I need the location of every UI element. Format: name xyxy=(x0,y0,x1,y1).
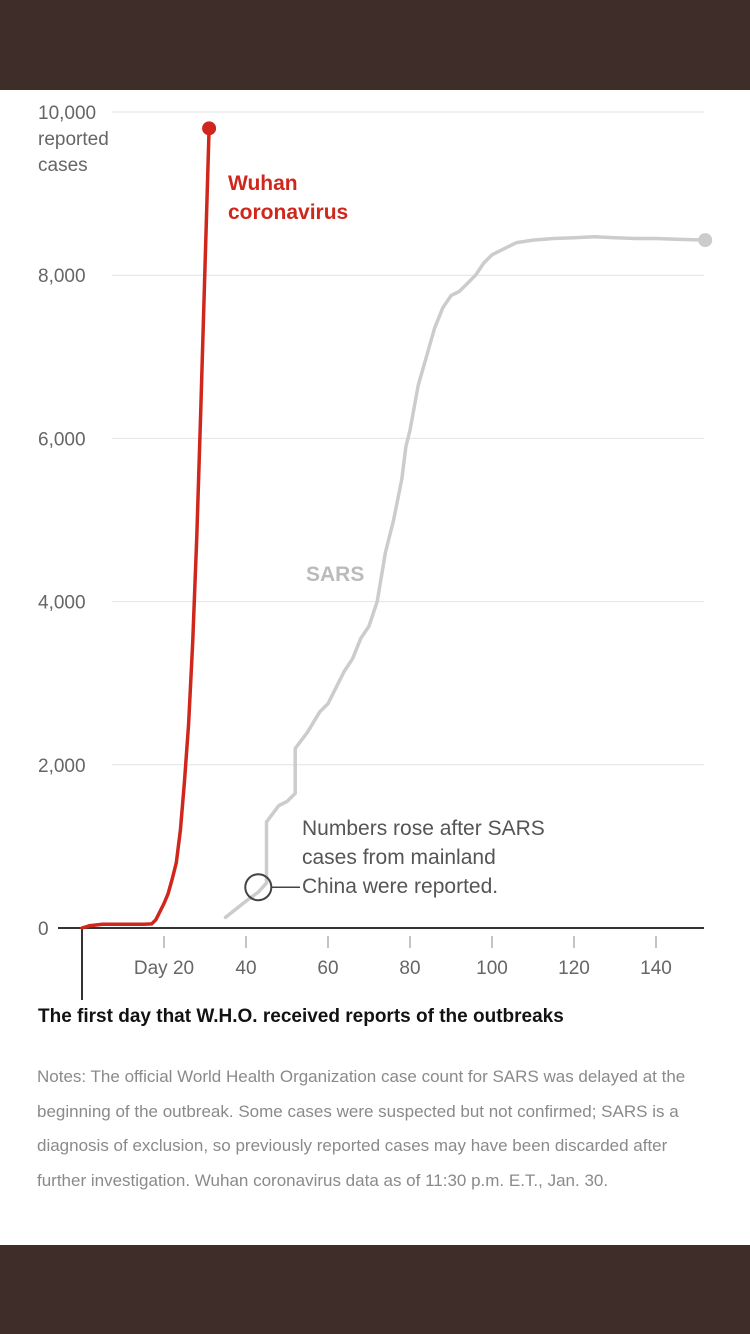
x-tick-label: 140 xyxy=(640,958,672,979)
y-tick-label: reported xyxy=(38,129,109,150)
sars-series-line xyxy=(223,235,707,920)
sars-endpoint-dot xyxy=(698,233,713,248)
y-tick-label: 8,000 xyxy=(38,266,86,287)
x-tick-label: Day 20 xyxy=(134,958,194,979)
line-chart: 0 2,000 4,000 6,000 8,000 10,000 reported cases… xyxy=(38,103,713,1000)
y-tick-label: 10,000 xyxy=(38,103,96,124)
wuhan-series-line xyxy=(80,126,211,930)
wuhan-endpoint-dot xyxy=(202,121,217,136)
chart-card: 0 2,000 4,000 6,000 8,000 10,000 reported cases… xyxy=(0,90,750,1245)
x-tick-label: 60 xyxy=(317,958,338,979)
y-tick-label: 2,000 xyxy=(38,756,86,777)
x-tick-label: 100 xyxy=(476,958,508,979)
annotation-circle xyxy=(244,873,273,902)
y-tick-label: cases xyxy=(38,155,88,176)
annotation-text: China were reported. xyxy=(302,875,498,898)
annotation-text: cases from mainland xyxy=(302,846,496,869)
x-tick-label: 120 xyxy=(558,958,590,979)
chart-caption: The first day that W.H.O. received repor… xyxy=(38,1006,564,1027)
wuhan-series-label: coronavirus xyxy=(228,201,348,224)
x-tick-label: 40 xyxy=(235,958,256,979)
y-tick-label: 4,000 xyxy=(38,593,86,614)
x-tick-label: 80 xyxy=(399,958,420,979)
chart-notes: Notes: The official World Health Organiz… xyxy=(37,1067,686,1190)
y-tick-label: 6,000 xyxy=(38,429,86,450)
y-tick-label: 0 xyxy=(38,919,49,940)
annotation-text: Numbers rose after SARS xyxy=(302,817,545,840)
wuhan-series-label: Wuhan xyxy=(228,172,298,195)
sars-series-label: SARS xyxy=(306,563,364,586)
